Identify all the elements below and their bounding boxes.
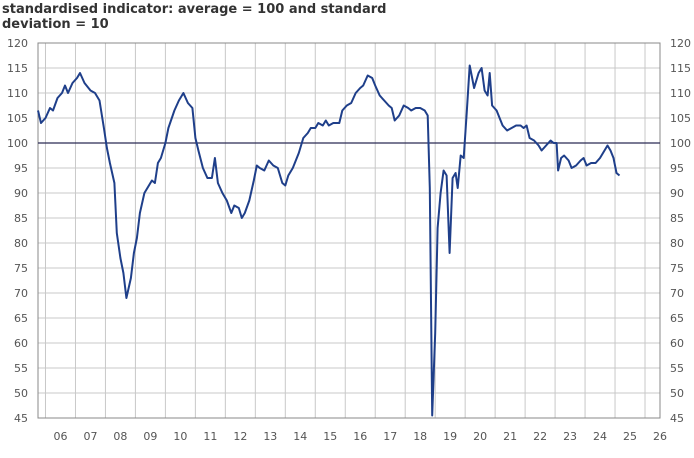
chart-title: standardised indicator: average = 100 an… — [2, 2, 387, 32]
y-tick-label-left: 110 — [7, 87, 28, 100]
x-tick-label: 16 — [353, 430, 367, 443]
x-tick-label: 23 — [563, 430, 577, 443]
y-tick-label-right: 75 — [670, 262, 684, 275]
plot-frame — [37, 42, 661, 419]
x-tick-label: 14 — [293, 430, 307, 443]
x-tick-label: 26 — [653, 430, 667, 443]
y-tick-label-left: 70 — [14, 287, 28, 300]
x-tick-label: 13 — [263, 430, 277, 443]
y-tick-label-right: 110 — [670, 87, 691, 100]
y-tick-label-left: 120 — [7, 37, 28, 50]
y-tick-label-left: 85 — [14, 212, 28, 225]
y-tick-label-right: 100 — [670, 137, 691, 150]
y-tick-label-right: 45 — [670, 412, 684, 425]
x-tick-label: 17 — [383, 430, 397, 443]
series-line — [37, 64, 621, 417]
x-tick-label: 24 — [593, 430, 607, 443]
y-tick-label-right: 70 — [670, 287, 684, 300]
y-tick-label-right: 80 — [670, 237, 684, 250]
y-tick-label-right: 105 — [670, 112, 691, 125]
x-tick-label: 15 — [323, 430, 337, 443]
vertical-gridlines — [44, 43, 646, 418]
y-tick-label-left: 80 — [14, 237, 28, 250]
y-tick-label-left: 60 — [14, 337, 28, 350]
y-tick-label-right: 95 — [670, 162, 684, 175]
x-tick-label: 10 — [173, 430, 187, 443]
y-tick-label-right: 65 — [670, 312, 684, 325]
left-y-axis-ticks: 45 50 55 60 65 70 75 80 85 90 95 100 105 110 115 120 — [7, 37, 28, 425]
x-tick-label: 12 — [233, 430, 247, 443]
x-tick-label: 25 — [623, 430, 637, 443]
y-tick-label-right: 50 — [670, 387, 684, 400]
right-y-axis-ticks: 45 50 55 60 65 70 75 80 85 90 95 100 105 110 115 120 — [670, 37, 691, 425]
y-tick-label-right: 85 — [670, 212, 684, 225]
y-tick-label-right: 55 — [670, 362, 684, 375]
y-tick-label-left: 50 — [14, 387, 28, 400]
x-tick-label: 18 — [413, 430, 427, 443]
y-tick-label-left: 100 — [7, 137, 28, 150]
horizontal-gridlines — [37, 42, 661, 419]
y-tick-label-right: 60 — [670, 337, 684, 350]
x-tick-label: 06 — [53, 430, 67, 443]
series-group — [37, 64, 621, 417]
y-tick-label-left: 95 — [14, 162, 28, 175]
y-tick-label-left: 105 — [7, 112, 28, 125]
y-tick-label-left: 65 — [14, 312, 28, 325]
y-tick-label-left: 90 — [14, 187, 28, 200]
y-tick-label-right: 115 — [670, 62, 691, 75]
x-tick-label: 11 — [203, 430, 217, 443]
x-axis-ticks: 06 07 08 09 10 11 12 13 14 15 16 17 18 19 20 21 22 23 24 25… — [53, 430, 667, 443]
y-tick-label-right: 90 — [670, 187, 684, 200]
y-tick-label-right: 120 — [670, 37, 691, 50]
x-tick-label: 19 — [443, 430, 457, 443]
x-tick-label: 20 — [473, 430, 487, 443]
x-tick-label: 08 — [113, 430, 127, 443]
x-tick-label: 21 — [503, 430, 517, 443]
x-tick-label: 07 — [83, 430, 97, 443]
y-tick-label-left: 115 — [7, 62, 28, 75]
y-tick-label-left: 45 — [14, 412, 28, 425]
y-tick-label-left: 55 — [14, 362, 28, 375]
x-tick-label: 09 — [143, 430, 157, 443]
x-tick-label: 22 — [533, 430, 547, 443]
y-tick-label-left: 75 — [14, 262, 28, 275]
